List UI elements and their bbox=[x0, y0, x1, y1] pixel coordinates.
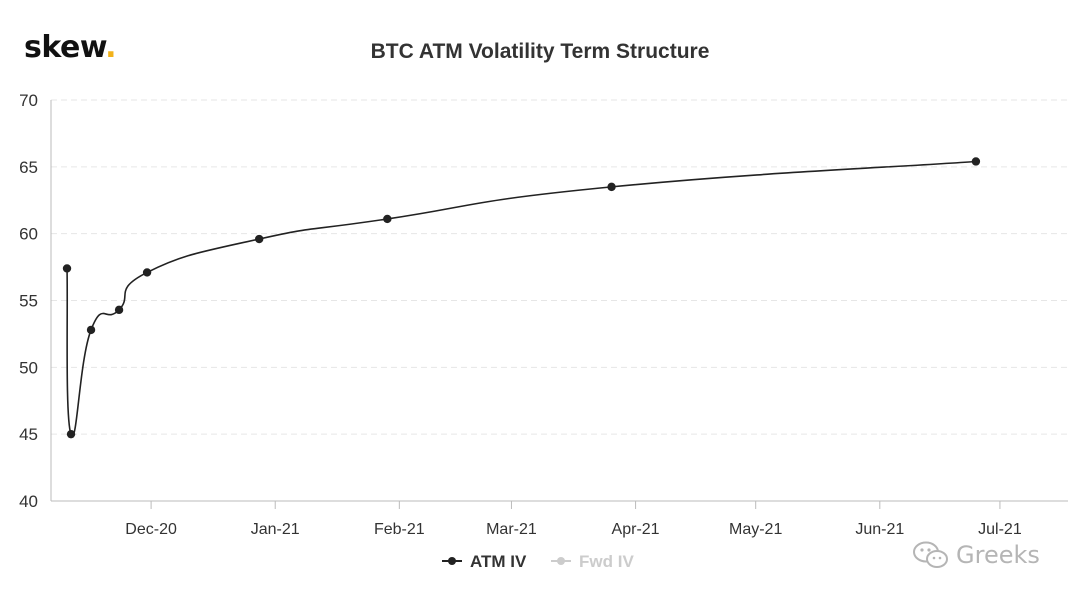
y-tick-label: 60 bbox=[19, 225, 38, 244]
skew-logo: skew. bbox=[24, 30, 117, 65]
chart-title: BTC ATM Volatility Term Structure bbox=[370, 40, 710, 63]
logo-text: skew bbox=[24, 30, 106, 65]
legend-symbol-marker bbox=[557, 557, 565, 565]
y-tick-label: 50 bbox=[19, 358, 38, 377]
y-tick-label: 65 bbox=[19, 158, 38, 177]
x-tick-label: Jul-21 bbox=[978, 521, 1022, 538]
x-tick-label: Feb-21 bbox=[374, 521, 425, 538]
x-tick-label: Jun-21 bbox=[855, 521, 904, 538]
x-tick-label: Mar-21 bbox=[486, 521, 537, 538]
y-tick-label: 45 bbox=[19, 425, 38, 444]
data-point[interactable] bbox=[66, 429, 76, 439]
data-point[interactable] bbox=[142, 268, 152, 277]
data-point[interactable] bbox=[86, 325, 96, 335]
legend-item-fwd-iv[interactable]: Fwd IV bbox=[551, 552, 634, 571]
x-tick-label: Apr-21 bbox=[612, 521, 660, 538]
legend-label[interactable]: ATM IV bbox=[470, 552, 527, 571]
grid-layer bbox=[51, 99, 1068, 435]
y-tick-label: 55 bbox=[19, 292, 38, 311]
watermark: Greeks bbox=[912, 540, 1040, 570]
x-tick-label: May-21 bbox=[729, 521, 782, 538]
watermark-text: Greeks bbox=[956, 541, 1040, 569]
axis-layer: 40 45 50 55 60 65 70 Dec-20 Jan-21 Feb-21 Mar-21 Ap… bbox=[19, 91, 1068, 538]
series-layer bbox=[62, 157, 981, 439]
legend-label[interactable]: Fwd IV bbox=[579, 552, 634, 571]
data-point[interactable] bbox=[383, 214, 392, 224]
data-point[interactable] bbox=[607, 182, 616, 192]
legend-symbol-marker bbox=[448, 557, 456, 565]
y-tick-label: 70 bbox=[19, 91, 38, 110]
x-tick-label: Jan-21 bbox=[251, 521, 300, 538]
data-point[interactable] bbox=[114, 305, 124, 315]
series-line-atm-iv bbox=[66, 160, 976, 437]
legend: ATM IV Fwd IV bbox=[442, 552, 634, 571]
data-point[interactable] bbox=[255, 234, 264, 244]
data-point[interactable] bbox=[971, 157, 981, 166]
logo-dot: . bbox=[105, 30, 117, 65]
data-point[interactable] bbox=[62, 264, 72, 273]
legend-item-atm-iv[interactable]: ATM IV bbox=[442, 552, 527, 571]
x-tick-label: Dec-20 bbox=[125, 521, 177, 538]
wechat-icon bbox=[913, 541, 948, 568]
y-tick-label: 40 bbox=[19, 492, 38, 511]
